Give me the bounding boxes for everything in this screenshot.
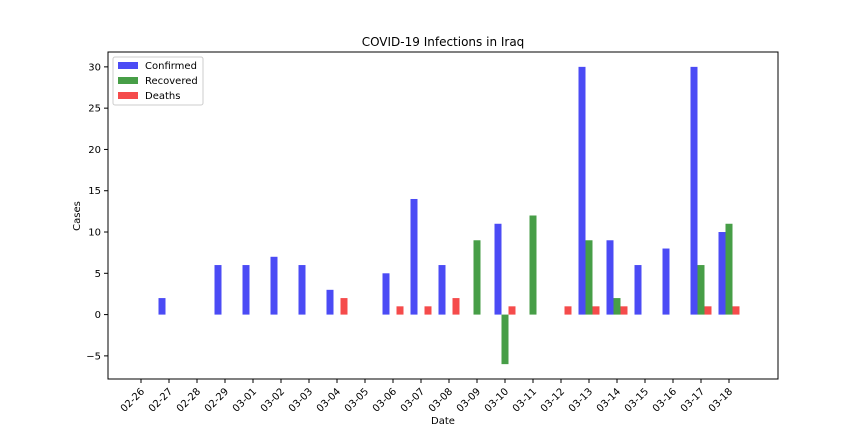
x-tick-label: 03-10 xyxy=(483,386,511,414)
bar-deaths-03-18 xyxy=(732,306,740,315)
x-tick-label: 03-06 xyxy=(371,386,399,414)
bar-deaths-03-06 xyxy=(396,306,404,315)
chart-title: COVID-19 Infections in Iraq xyxy=(362,35,525,49)
bar-confirmed-03-03 xyxy=(298,265,306,315)
legend-swatch-confirmed xyxy=(118,62,138,69)
x-tick-label: 03-12 xyxy=(539,386,567,414)
x-tick-label: 03-07 xyxy=(399,386,427,414)
x-tick-label: 03-01 xyxy=(231,386,259,414)
y-tick-label: 0 xyxy=(95,310,101,321)
bar-deaths-03-14 xyxy=(620,306,628,315)
bar-confirmed-03-18 xyxy=(718,232,726,315)
bar-recovered-03-13 xyxy=(585,240,593,315)
x-tick-label: 03-05 xyxy=(343,386,371,414)
legend-swatch-deaths xyxy=(118,92,138,99)
y-axis-ticks: −5 0 5 10 15 20 25 30 xyxy=(86,62,108,362)
x-tick-label: 03-16 xyxy=(651,386,679,414)
bar-deaths-03-10 xyxy=(508,306,516,315)
x-axis-ticks: 02-26 02-27 02-28 02-29 03-01 03-02 03-03 03-04… xyxy=(119,379,735,415)
x-tick-label: 03-18 xyxy=(707,386,735,414)
bar-confirmed-03-15 xyxy=(634,265,642,315)
legend-label-deaths: Deaths xyxy=(145,91,180,102)
x-tick-label: 03-02 xyxy=(259,386,287,414)
bar-confirmed-02-29 xyxy=(214,265,222,315)
bar-confirmed-03-07 xyxy=(410,198,418,315)
x-tick-label: 03-04 xyxy=(315,386,343,414)
x-tick-label: 03-13 xyxy=(567,386,595,414)
bar-confirmed-03-14 xyxy=(606,240,614,315)
bar-confirmed-03-04 xyxy=(326,289,334,315)
bar-confirmed-03-13 xyxy=(578,66,586,315)
x-tick-label: 03-17 xyxy=(679,386,707,414)
y-tick-label: 30 xyxy=(88,62,101,73)
x-tick-label: 03-11 xyxy=(511,386,539,414)
legend: Confirmed Recovered Deaths xyxy=(112,56,204,106)
bar-deaths-03-13 xyxy=(592,306,600,315)
y-tick-label: 5 xyxy=(95,269,101,280)
x-tick-label: 03-03 xyxy=(287,386,315,414)
y-tick-label: 10 xyxy=(88,228,101,239)
x-tick-label: 02-29 xyxy=(203,386,231,414)
bar-deaths-03-07 xyxy=(424,306,432,315)
bar-recovered-03-10 xyxy=(501,314,509,365)
x-tick-label: 03-09 xyxy=(455,386,483,414)
legend-label-confirmed: Confirmed xyxy=(145,61,197,72)
bar-deaths-03-08 xyxy=(452,298,460,315)
y-tick-label: −5 xyxy=(86,351,101,362)
bar-confirmed-03-16 xyxy=(662,248,670,315)
plot-area-frame xyxy=(107,51,779,380)
bar-deaths-03-12 xyxy=(564,306,572,315)
legend-swatch-recovered xyxy=(118,77,138,84)
x-tick-label: 03-14 xyxy=(595,386,623,414)
bar-confirmed-03-01 xyxy=(242,265,250,315)
bar-confirmed-03-06 xyxy=(382,273,390,315)
y-tick-label: 20 xyxy=(88,145,101,156)
bar-confirmed-02-27 xyxy=(158,298,166,315)
bar-confirmed-03-02 xyxy=(270,256,278,315)
x-tick-label: 03-15 xyxy=(623,386,651,414)
bar-recovered-03-18 xyxy=(725,223,733,315)
y-tick-label: 15 xyxy=(88,186,101,197)
bars-layer xyxy=(158,66,740,365)
y-axis-label: Cases xyxy=(72,201,83,231)
bar-recovered-03-17 xyxy=(697,265,705,315)
y-tick-label: 25 xyxy=(88,104,101,115)
x-tick-label: 02-27 xyxy=(147,386,175,414)
bar-confirmed-03-08 xyxy=(438,265,446,315)
x-tick-label: 03-08 xyxy=(427,386,455,414)
x-tick-label: 02-26 xyxy=(119,386,147,414)
x-axis-label: Date xyxy=(431,416,455,427)
bar-deaths-03-17 xyxy=(704,306,712,315)
bar-recovered-03-11 xyxy=(529,215,537,315)
bar-deaths-03-04 xyxy=(340,298,348,315)
bar-confirmed-03-10 xyxy=(494,223,502,315)
legend-label-recovered: Recovered xyxy=(145,76,198,87)
bar-recovered-03-09 xyxy=(473,240,481,315)
x-tick-label: 02-28 xyxy=(175,386,203,414)
bar-recovered-03-14 xyxy=(613,298,621,315)
bar-confirmed-03-17 xyxy=(690,66,698,315)
